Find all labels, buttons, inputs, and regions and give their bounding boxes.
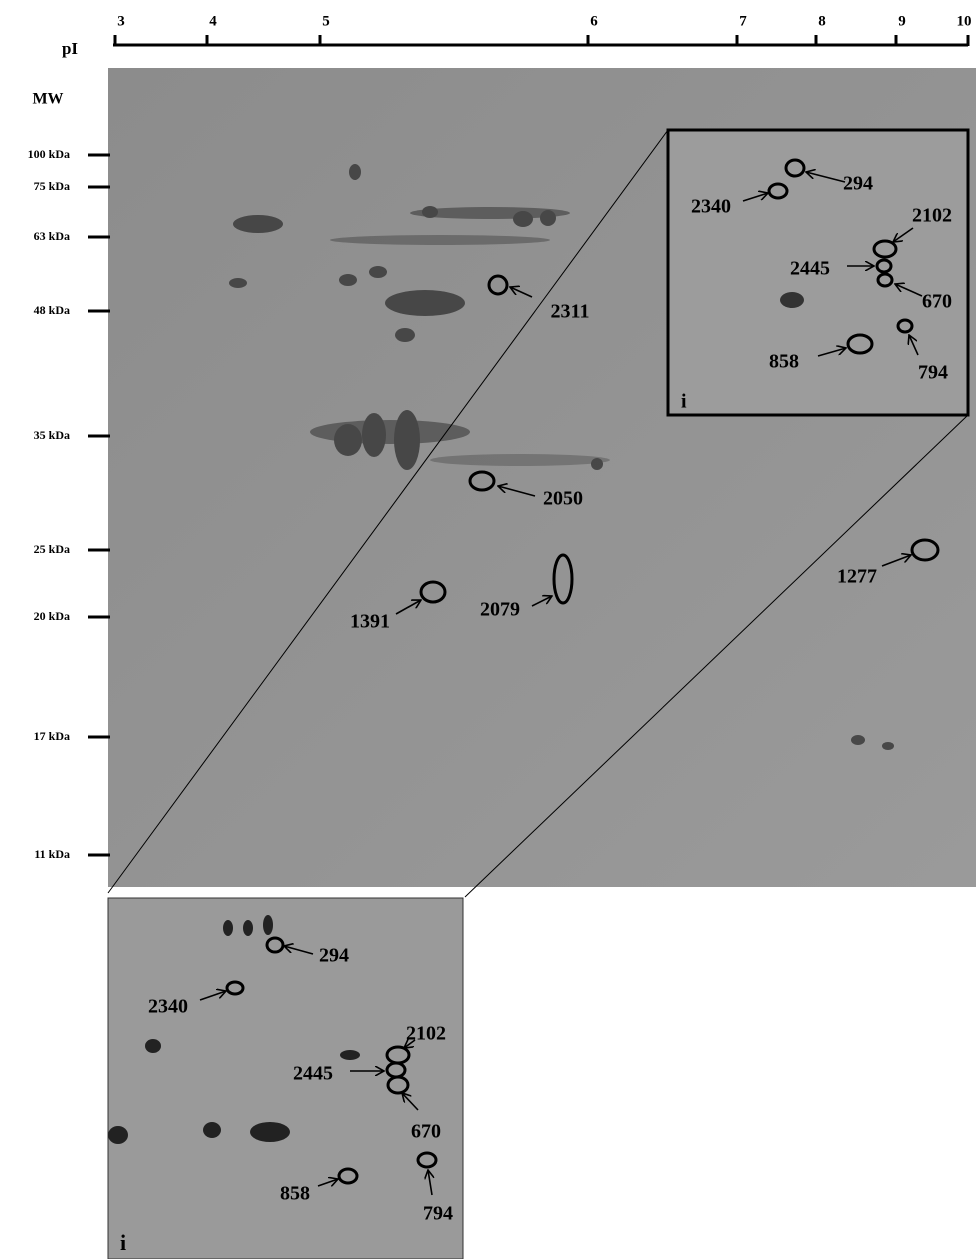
mw-tick-label: 63 kDa bbox=[34, 229, 70, 243]
mw-tick-label: 17 kDa bbox=[34, 729, 70, 743]
spot-label: 858 bbox=[280, 1183, 310, 1205]
mw-tick-label: 75 kDa bbox=[34, 179, 70, 193]
mw-tick-label: 20 kDa bbox=[34, 609, 70, 623]
spot-label: 2102 bbox=[912, 205, 952, 227]
spot-label: 294 bbox=[319, 945, 349, 967]
pi-tick-label: 6 bbox=[590, 13, 598, 29]
pi-label: pI bbox=[62, 39, 78, 58]
zoom-panel bbox=[108, 898, 463, 1259]
spot-label: 794 bbox=[918, 362, 948, 384]
spot-label: 2079 bbox=[480, 599, 520, 621]
pi-tick-label: 9 bbox=[898, 13, 906, 29]
spot-label: 2311 bbox=[551, 301, 590, 323]
spot-label: 794 bbox=[423, 1203, 453, 1225]
pi-tick-label: 3 bbox=[117, 13, 125, 29]
spot-label: 670 bbox=[411, 1121, 441, 1143]
figure: pI MW i i 3 4 5 6 7 8 9 10 100 kDa 75 kDa 63 kDa 48… bbox=[0, 0, 976, 1259]
pi-tick-label: 4 bbox=[209, 13, 217, 29]
pi-tick-label: 8 bbox=[818, 13, 826, 29]
spot-label: 670 bbox=[922, 291, 952, 313]
spot-label: 1277 bbox=[837, 566, 877, 588]
mw-tick-label: 11 kDa bbox=[34, 847, 70, 861]
mw-tick-label: 25 kDa bbox=[34, 542, 70, 556]
spot-label: 294 bbox=[843, 173, 873, 195]
spot-label: 2340 bbox=[148, 996, 188, 1018]
inset-label: i bbox=[681, 391, 687, 413]
spot-label: 2445 bbox=[790, 258, 830, 280]
inset-spot bbox=[780, 292, 804, 308]
spot-label: 2050 bbox=[543, 488, 583, 510]
spot-label: 1391 bbox=[350, 611, 390, 633]
mw-tick-label: 100 kDa bbox=[28, 147, 70, 161]
pi-tick-label: 5 bbox=[322, 13, 330, 29]
spot-label: 858 bbox=[769, 351, 799, 373]
mw-tick-label: 35 kDa bbox=[34, 428, 70, 442]
mw-label: MW bbox=[32, 91, 63, 108]
spot-label: 2340 bbox=[691, 196, 731, 218]
pi-tick-label: 7 bbox=[739, 13, 747, 29]
zoom-label: i bbox=[120, 1230, 126, 1255]
spot-label: 2445 bbox=[293, 1063, 333, 1085]
mw-tick-label: 48 kDa bbox=[34, 303, 70, 317]
pi-tick-label: 10 bbox=[957, 13, 972, 29]
spot-label: 2102 bbox=[406, 1023, 446, 1045]
